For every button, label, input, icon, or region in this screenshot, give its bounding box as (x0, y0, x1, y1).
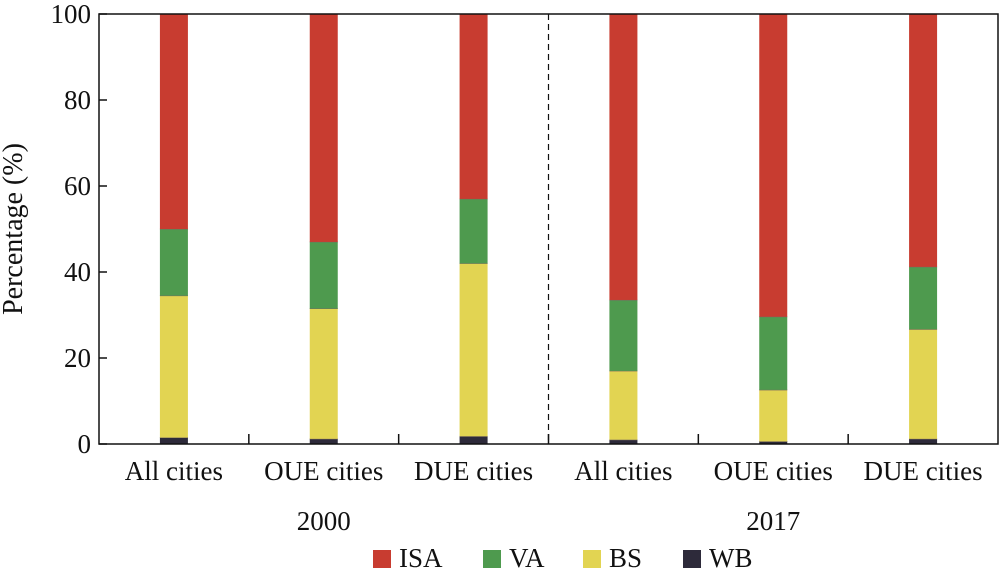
bar-bs-0 (159, 295, 188, 438)
bar-isa-1 (309, 14, 338, 242)
group-label: 2000 (297, 506, 351, 536)
x-tick-labels: All cities OUE cities DUE cities All cities… (125, 456, 983, 486)
group-label: 2017 (746, 506, 800, 536)
y-tick-label: 80 (64, 85, 91, 115)
bar-isa-5 (909, 14, 938, 267)
x-tick-label: OUE cities (714, 456, 833, 486)
bar-va-3 (609, 299, 638, 371)
legend-label-wb: WB (709, 543, 753, 573)
y-tick-label: 0 (78, 429, 92, 459)
group-labels: 2000 2017 (297, 506, 801, 536)
bar-wb-0 (159, 437, 188, 444)
bar-wb-5 (909, 438, 938, 444)
bar-bs-2 (459, 263, 488, 437)
bar-wb-3 (609, 439, 638, 444)
legend-label-bs: BS (609, 543, 642, 573)
legend-swatch-va (483, 550, 501, 568)
x-tick-label: DUE cities (414, 456, 533, 486)
x-tick-label: OUE cities (264, 456, 383, 486)
legend-swatch-wb (683, 550, 701, 568)
legend: ISA VA BS WB (373, 543, 753, 573)
y-tick-label: 20 (64, 343, 91, 373)
legend-label-isa: ISA (399, 543, 443, 573)
legend-swatch-isa (373, 550, 391, 568)
bar-bs-5 (909, 329, 938, 439)
bar-isa-4 (759, 14, 788, 317)
bar-va-4 (759, 316, 788, 390)
y-tick-label: 100 (51, 0, 92, 29)
y-tick-label: 40 (64, 257, 91, 287)
bar-wb-2 (459, 436, 488, 444)
legend-label-va: VA (509, 543, 545, 573)
x-tick-label: All cities (125, 456, 223, 486)
y-axis-title: Percentage (%) (0, 143, 29, 315)
x-tick-label: DUE cities (863, 456, 982, 486)
bar-va-5 (909, 266, 938, 330)
bar-bs-4 (759, 389, 788, 442)
bar-wb-4 (759, 441, 788, 444)
bar-bs-1 (309, 308, 338, 439)
legend-swatch-bs (583, 550, 601, 568)
bar-va-1 (309, 241, 338, 309)
bar-va-2 (459, 198, 488, 264)
x-tick-label: All cities (574, 456, 672, 486)
bar-isa-3 (609, 14, 638, 300)
bars-layer (159, 14, 938, 444)
bar-isa-0 (159, 14, 188, 229)
bar-bs-3 (609, 370, 638, 440)
bar-va-0 (159, 229, 188, 296)
axes-layer: 0 20 40 60 80 100 (51, 0, 999, 459)
y-tick-label: 60 (64, 171, 91, 201)
bar-isa-2 (459, 14, 488, 199)
bar-wb-1 (309, 438, 338, 444)
